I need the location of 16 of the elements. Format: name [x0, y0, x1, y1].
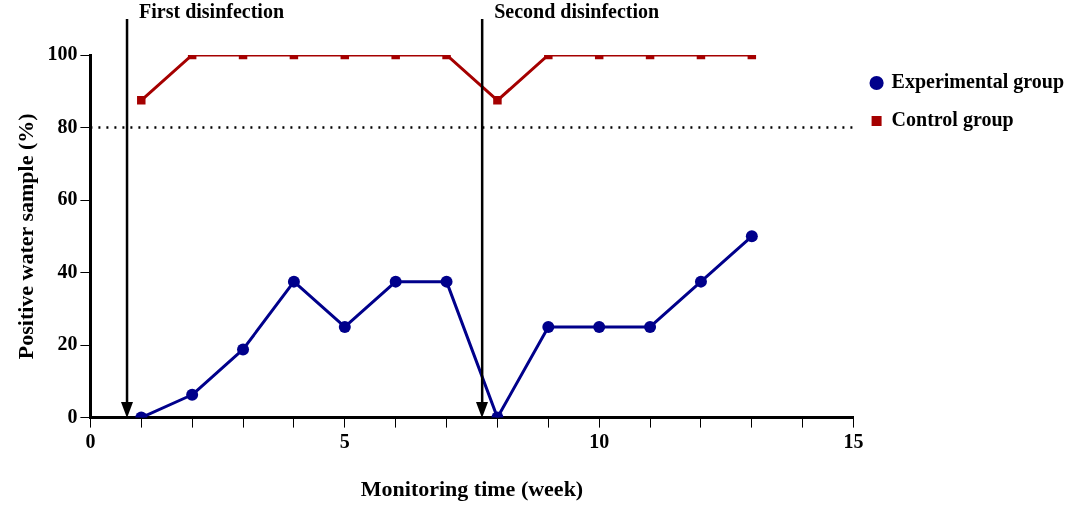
legend-label: Control group [891, 108, 1014, 132]
x-tick-label: 15 [843, 429, 864, 452]
ref-line-label: First disinfection [139, 0, 285, 23]
y-tick-label: 60 [57, 187, 78, 210]
y-tick-label: 0 [67, 404, 78, 427]
y-tick-label: 40 [57, 259, 78, 282]
x-tick-label: 0 [85, 429, 96, 452]
ref-line-label: Second disinfection [494, 0, 660, 23]
x-axis-title: Monitoring time (week) [360, 476, 584, 502]
y-axis-title: Positive water sample (%) [12, 113, 38, 360]
legend-label: Experimental group [891, 70, 1065, 94]
y-tick-label: 100 [47, 42, 78, 65]
y-tick-label: 20 [57, 332, 78, 355]
x-tick-label: 5 [339, 429, 350, 452]
y-tick-label: 80 [57, 114, 78, 137]
x-tick-label: 10 [589, 429, 610, 452]
